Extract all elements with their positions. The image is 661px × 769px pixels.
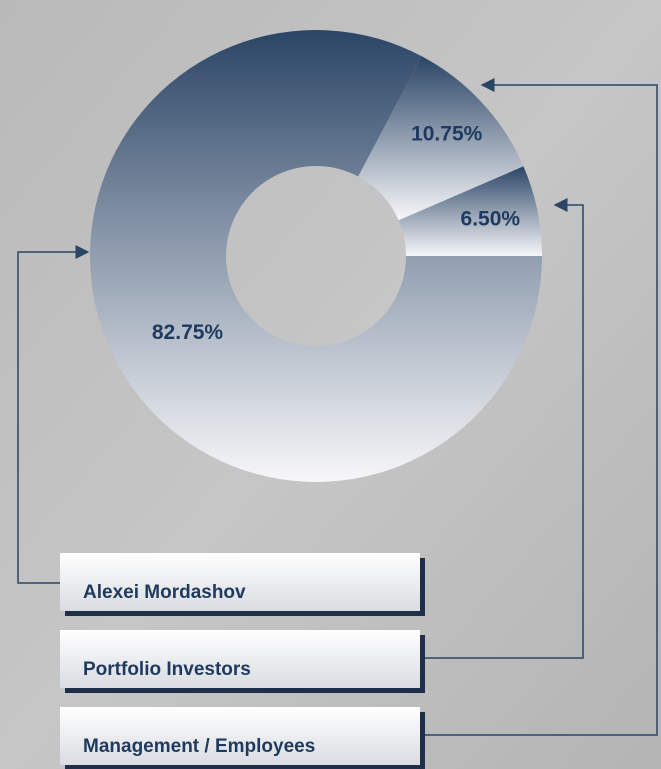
legend-box xyxy=(60,707,420,765)
connector xyxy=(425,78,658,736)
donut-slice xyxy=(358,56,524,221)
data-label: 10.75% xyxy=(411,123,483,146)
data-label: 6.50% xyxy=(461,207,521,230)
legend-box xyxy=(60,553,420,611)
legend-box xyxy=(60,630,420,688)
connector xyxy=(425,198,584,659)
donut-slice xyxy=(398,166,542,256)
legend-label: Management / Employees xyxy=(83,736,315,757)
legend-label: Alexei Mordashov xyxy=(83,582,246,603)
data-label: 82.75% xyxy=(152,321,224,344)
connector xyxy=(17,245,90,584)
donut-slice xyxy=(89,29,542,482)
legend-label: Portfolio Investors xyxy=(83,659,251,680)
